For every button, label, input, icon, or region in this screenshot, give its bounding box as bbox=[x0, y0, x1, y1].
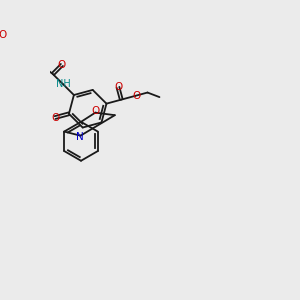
Text: O: O bbox=[91, 106, 100, 116]
Text: O: O bbox=[132, 91, 140, 101]
Text: N: N bbox=[76, 132, 84, 142]
Text: O: O bbox=[51, 112, 59, 123]
Text: NH: NH bbox=[56, 79, 70, 89]
Text: O: O bbox=[58, 60, 66, 70]
Text: O: O bbox=[0, 30, 7, 40]
Text: O: O bbox=[114, 82, 123, 92]
